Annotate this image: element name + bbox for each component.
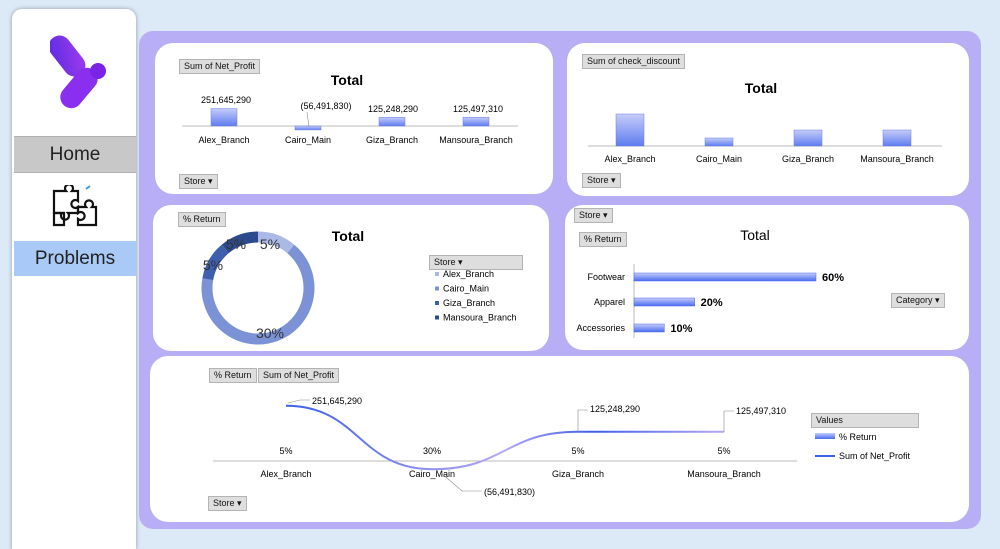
field-pct-return[interactable]: % Return	[209, 368, 257, 383]
charts-layer: Total Total Total Total Alex_Branch Cairo…	[182, 72, 942, 497]
data-label: 20%	[701, 297, 723, 309]
tick-label: Accessories	[576, 323, 625, 333]
leader-line	[306, 111, 310, 128]
legend-swatch	[435, 315, 439, 320]
data-label: 5%	[279, 446, 292, 456]
chart-title: Total	[332, 228, 364, 244]
bar	[633, 323, 665, 333]
chart-title: Total	[331, 72, 363, 88]
bar	[294, 125, 322, 131]
legend-swatch	[435, 272, 439, 276]
legend-entry: Mansoura_Branch	[443, 313, 517, 323]
sidebar-item-problems[interactable]: Problems	[14, 241, 136, 276]
field-pct-return[interactable]: % Return	[178, 212, 226, 227]
bar	[633, 297, 695, 307]
field-net-profit[interactable]: Sum of Net_Profit	[179, 59, 261, 74]
puzzle-icon[interactable]	[50, 185, 98, 229]
legend-swatch	[815, 433, 835, 439]
data-label: 5%	[226, 236, 246, 252]
data-label: 30%	[256, 325, 284, 341]
donut-slice	[201, 244, 315, 345]
bar	[704, 137, 734, 147]
bar	[210, 108, 238, 127]
tick-label: Giza_Branch	[366, 135, 418, 145]
data-label: 251,645,290	[312, 396, 362, 406]
sidebar-item-label: Problems	[34, 247, 116, 269]
bar	[462, 117, 490, 127]
bar	[793, 129, 823, 147]
leader-line	[287, 399, 310, 404]
category-dropdown[interactable]: Category	[891, 293, 945, 308]
legend-store-dropdown[interactable]: Store	[429, 255, 523, 270]
store-filter-dropdown[interactable]: Store	[208, 496, 247, 511]
legend-entry: % Return	[839, 432, 877, 442]
tick-label: Mansoura_Branch	[687, 469, 761, 479]
data-label: 5%	[203, 257, 223, 273]
leader-line	[577, 409, 588, 432]
sidebar-item-home[interactable]: Home	[14, 136, 136, 173]
bar	[882, 129, 912, 147]
field-net-profit[interactable]: Sum of Net_Profit	[258, 368, 340, 383]
chart-title: Total	[745, 80, 777, 96]
data-label: (56,491,830)	[300, 101, 351, 111]
tick-label: Alex_Branch	[198, 135, 249, 145]
legend-entry: Giza_Branch	[443, 298, 495, 308]
leader-line	[723, 410, 734, 432]
chart-title: Total	[740, 227, 770, 243]
store-filter-dropdown[interactable]: Store	[179, 174, 218, 189]
data-label: (56,491,830)	[484, 487, 535, 497]
donut-slice	[202, 244, 229, 281]
data-label: 5%	[717, 446, 730, 456]
data-label: 60%	[822, 272, 844, 284]
tick-label: Mansoura_Branch	[860, 154, 934, 164]
sidebar: Home Problems	[12, 9, 136, 549]
legend-values-title: Values	[811, 413, 919, 428]
field-check-discount[interactable]: Sum of check_discount	[582, 54, 686, 69]
leader-line	[439, 471, 482, 492]
bar	[615, 113, 645, 147]
data-label: 5%	[571, 446, 584, 456]
bar	[378, 117, 406, 127]
tick-label: Mansoura_Branch	[439, 135, 513, 145]
tick-label: Giza_Branch	[552, 469, 604, 479]
donut-slice	[257, 231, 295, 254]
tick-label: Apparel	[594, 297, 625, 307]
data-label: 125,248,290	[590, 404, 640, 414]
store-filter-dropdown[interactable]: Store	[582, 173, 621, 188]
data-label: 125,248,290	[368, 104, 418, 114]
tick-label: Alex_Branch	[604, 154, 655, 164]
series-line-net-profit	[285, 404, 725, 471]
data-label: 251,645,290	[201, 95, 251, 105]
tick-label: Cairo_Main	[409, 469, 455, 479]
tick-label: Alex_Branch	[260, 469, 311, 479]
donut-slice	[221, 231, 259, 254]
legend-entry: Sum of Net_Profit	[839, 451, 911, 461]
legend-entry: Alex_Branch	[443, 269, 494, 279]
data-label: 5%	[260, 236, 280, 252]
field-pct-return[interactable]: % Return	[579, 232, 627, 247]
tick-label: Cairo_Main	[285, 135, 331, 145]
data-label: 125,497,310	[453, 104, 503, 114]
tick-label: Cairo_Main	[696, 154, 742, 164]
legend-swatch	[435, 286, 439, 291]
legend-swatch	[435, 301, 439, 305]
tick-label: Giza_Branch	[782, 154, 834, 164]
logo-icon	[50, 35, 106, 109]
legend-entry: Cairo_Main	[443, 284, 489, 294]
sidebar-item-label: Home	[49, 143, 101, 165]
data-label: 125,497,310	[736, 406, 786, 416]
data-label: 30%	[423, 446, 441, 456]
bar	[633, 272, 817, 282]
tick-label: Footwear	[587, 272, 625, 282]
store-filter-dropdown[interactable]: Store	[574, 208, 613, 223]
data-label: 10%	[670, 323, 692, 335]
